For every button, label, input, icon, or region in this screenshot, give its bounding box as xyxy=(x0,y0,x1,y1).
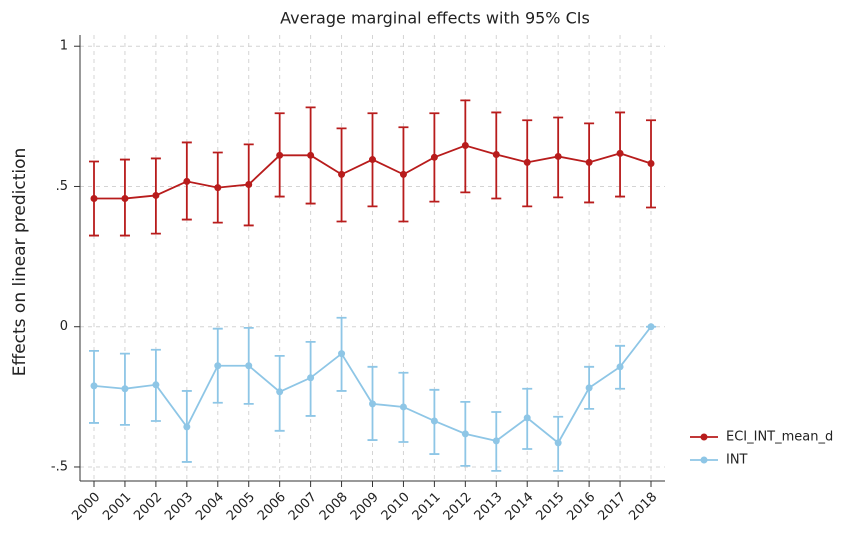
point xyxy=(399,403,407,411)
point xyxy=(430,153,438,161)
y-axis-label: Effects on linear prediction xyxy=(10,148,30,377)
point xyxy=(554,439,562,447)
legend-label: INT xyxy=(726,453,748,468)
point xyxy=(647,323,655,331)
x-tick-label: 2011 xyxy=(410,490,444,524)
y-tick-label: 0 xyxy=(60,319,68,334)
point xyxy=(90,195,98,203)
x-tick-label: 2003 xyxy=(162,490,196,524)
legend-label: ECI_INT_mean_d xyxy=(726,430,833,445)
x-tick-label: 2008 xyxy=(317,490,351,524)
point xyxy=(214,362,222,370)
x-tick-label: 2013 xyxy=(472,490,506,524)
x-tick-label: 2018 xyxy=(626,490,660,524)
point xyxy=(183,177,191,185)
x-tick-label: 2007 xyxy=(286,490,320,524)
point xyxy=(585,384,593,392)
point xyxy=(121,385,129,393)
point xyxy=(245,362,253,370)
point xyxy=(369,156,376,164)
point xyxy=(152,191,160,199)
x-tick-label: 2009 xyxy=(348,490,382,524)
point xyxy=(338,350,346,358)
legend-marker xyxy=(700,433,708,441)
point xyxy=(369,400,376,408)
point xyxy=(492,150,500,158)
point xyxy=(585,158,593,166)
point xyxy=(276,388,284,396)
y-tick-label: .5 xyxy=(56,179,68,194)
point xyxy=(461,430,469,438)
x-tick-label: 2002 xyxy=(131,490,165,524)
point xyxy=(245,181,253,189)
point xyxy=(492,437,500,445)
legend-marker xyxy=(700,456,708,464)
point xyxy=(183,423,191,431)
point xyxy=(647,159,655,167)
point xyxy=(307,151,315,159)
x-tick-label: 2001 xyxy=(100,490,134,524)
point xyxy=(430,417,438,425)
x-tick-label: 2006 xyxy=(255,490,289,524)
point xyxy=(152,381,160,389)
point xyxy=(399,170,407,178)
x-tick-label: 2004 xyxy=(193,490,227,524)
point xyxy=(214,184,222,192)
point xyxy=(90,382,98,390)
y-tick-label: 1 xyxy=(60,39,68,54)
x-tick-label: 2017 xyxy=(595,490,629,524)
x-tick-label: 2012 xyxy=(441,490,475,524)
x-tick-label: 2014 xyxy=(503,490,537,524)
point xyxy=(338,170,346,178)
point xyxy=(307,374,315,382)
point xyxy=(461,142,469,150)
x-tick-label: 2005 xyxy=(224,490,258,524)
x-tick-label: 2016 xyxy=(564,490,598,524)
point xyxy=(276,151,284,159)
y-tick-label: -.5 xyxy=(51,459,68,474)
point xyxy=(616,363,624,371)
point xyxy=(121,195,129,203)
x-tick-label: 2015 xyxy=(533,490,567,524)
point xyxy=(523,414,531,422)
point xyxy=(616,149,624,157)
x-tick-label: 2010 xyxy=(379,490,413,524)
chart-title: Average marginal effects with 95% CIs xyxy=(280,9,590,28)
point xyxy=(554,152,562,160)
point xyxy=(523,158,531,166)
x-tick-label: 2000 xyxy=(69,490,103,524)
